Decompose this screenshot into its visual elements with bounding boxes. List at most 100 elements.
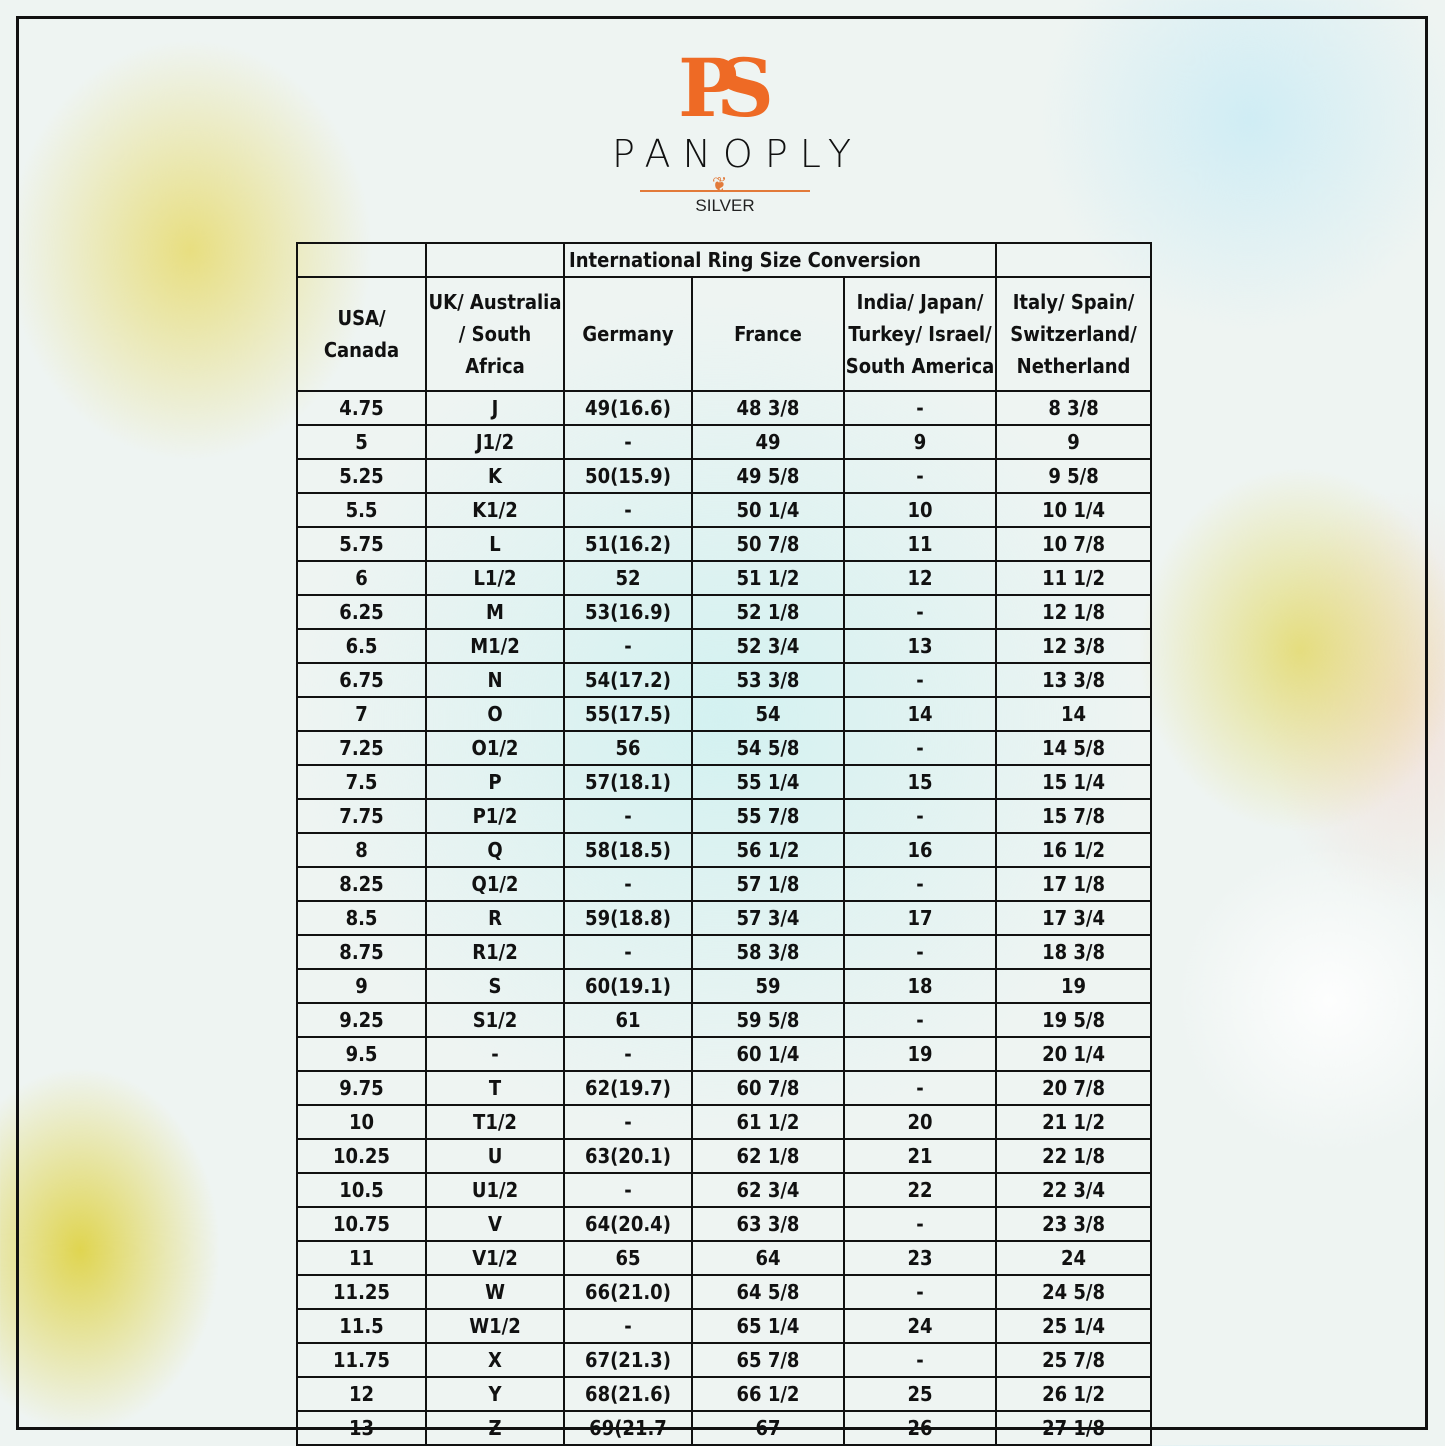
vine-ornament-icon: ❦ xyxy=(600,172,850,198)
column-header: France xyxy=(691,276,845,392)
table-cell: 8 3/8 xyxy=(995,390,1153,426)
table-cell: J1/2 xyxy=(425,424,565,460)
table-cell: 6.75 xyxy=(296,662,427,698)
table-cell: 10.5 xyxy=(296,1172,427,1208)
table-cell: Z xyxy=(425,1410,565,1446)
table-cell: 61 1/2 xyxy=(691,1104,845,1140)
table-cell: 65 xyxy=(563,1240,693,1276)
table-cell: - xyxy=(563,1104,693,1140)
table-cell: - xyxy=(842,458,998,494)
table-cell: V1/2 xyxy=(425,1240,565,1276)
table-cell: R1/2 xyxy=(425,934,565,970)
table-cell: U xyxy=(425,1138,565,1174)
table-cell: 18 3/8 xyxy=(995,934,1153,970)
table-cell: 10.25 xyxy=(296,1138,427,1174)
table-cell: 55 1/4 xyxy=(691,764,845,800)
table-cell: - xyxy=(425,1036,565,1072)
table-cell: 62 1/8 xyxy=(691,1138,845,1174)
table-cell: 49 xyxy=(691,424,845,460)
column-header: Germany xyxy=(563,276,693,392)
table-cell: 11.75 xyxy=(296,1342,427,1378)
table-cell: 67 xyxy=(691,1410,845,1446)
table-cell: - xyxy=(842,1206,998,1242)
table-cell: - xyxy=(563,1308,693,1344)
column-header: UK/ Australia / South Africa xyxy=(425,276,565,392)
table-cell: 25 7/8 xyxy=(995,1342,1153,1378)
table-cell: 49 5/8 xyxy=(691,458,845,494)
table-cell: - xyxy=(563,424,693,460)
table-cell: 16 1/2 xyxy=(995,832,1153,868)
table-cell: 60 7/8 xyxy=(691,1070,845,1106)
table-cell: 5.5 xyxy=(296,492,427,528)
ring-size-table: International Ring Size Conversion USA/ … xyxy=(296,242,1153,1446)
table-cell: M1/2 xyxy=(425,628,565,664)
table-cell: - xyxy=(563,1172,693,1208)
table-row: 10.25 U 63(20.1) 62 1/8 21 22 1/8 xyxy=(296,1138,1153,1174)
table-cell: 58 3/8 xyxy=(691,934,845,970)
column-header: USA/ Canada xyxy=(296,276,427,392)
table-cell: 65 1/4 xyxy=(691,1308,845,1344)
table-row: 10.5 U1/2-62 3/4 22 22 3/4 xyxy=(296,1172,1153,1208)
table-cell: 15 1/4 xyxy=(995,764,1153,800)
table-row: 7 O 55(17.5) 54 14 14 xyxy=(296,696,1153,732)
logo-brand-name: PANOPLY xyxy=(612,132,864,176)
table-cell: 8.75 xyxy=(296,934,427,970)
table-cell: 7 xyxy=(296,696,427,732)
table-cell: L1/2 xyxy=(425,560,565,596)
table-cell: 10.75 xyxy=(296,1206,427,1242)
table-row: 9.25 S1/2 61 59 5/8-19 5/8 xyxy=(296,1002,1153,1038)
table-cell: 50 7/8 xyxy=(691,526,845,562)
table-cell: Q1/2 xyxy=(425,866,565,902)
table-cell: 58(18.5) xyxy=(563,832,693,868)
table-row: 10.75 V 64(20.4) 63 3/8-23 3/8 xyxy=(296,1206,1153,1242)
table-cell: J xyxy=(425,390,565,426)
table-cell: 24 xyxy=(995,1240,1153,1276)
table-cell: 17 1/8 xyxy=(995,866,1153,902)
table-cell: 11 1/2 xyxy=(995,560,1153,596)
table-cell: 4.75 xyxy=(296,390,427,426)
table-cell: 63(20.1) xyxy=(563,1138,693,1174)
table-row: 8 Q 58(18.5) 56 1/2 16 16 1/2 xyxy=(296,832,1153,868)
table-cell: 24 xyxy=(842,1308,998,1344)
table-row: 7.25 O1/2 56 54 5/8-14 5/8 xyxy=(296,730,1153,766)
table-cell: 23 3/8 xyxy=(995,1206,1153,1242)
table-cell: 10 1/4 xyxy=(995,492,1153,528)
table-cell: 5.75 xyxy=(296,526,427,562)
table-cell: 50 1/4 xyxy=(691,492,845,528)
table-row: 11.5 W1/2-65 1/4 24 25 1/4 xyxy=(296,1308,1153,1344)
table-cell: 16 xyxy=(842,832,998,868)
table-row: 10 T1/2-61 1/2 20 21 1/2 xyxy=(296,1104,1153,1140)
table-cell: 14 xyxy=(995,696,1153,732)
table-row: 8.25 Q1/2-57 1/8-17 1/8 xyxy=(296,866,1153,902)
table-cell: O1/2 xyxy=(425,730,565,766)
table-cell: 9.25 xyxy=(296,1002,427,1038)
table-cell: 68(21.6) xyxy=(563,1376,693,1412)
table-cell: 17 xyxy=(842,900,998,936)
table-cell: U1/2 xyxy=(425,1172,565,1208)
column-header: Italy/ Spain/ Switzerland/ Netherland xyxy=(995,276,1153,392)
table-cell: 62(19.7) xyxy=(563,1070,693,1106)
table-cell: 54 xyxy=(691,696,845,732)
table-cell: W xyxy=(425,1274,565,1310)
table-cell: P1/2 xyxy=(425,798,565,834)
table-cell: 18 xyxy=(842,968,998,1004)
table-cell: 27 1/8 xyxy=(995,1410,1153,1446)
table-cell: 66 1/2 xyxy=(691,1376,845,1412)
table-cell: K1/2 xyxy=(425,492,565,528)
table-cell: 13 xyxy=(842,628,998,664)
table-cell: V xyxy=(425,1206,565,1242)
table-cell: 59(18.8) xyxy=(563,900,693,936)
table-cell: 62 3/4 xyxy=(691,1172,845,1208)
table-row: 6.75 N 54(17.2) 53 3/8-13 3/8 xyxy=(296,662,1153,698)
table-cell: 14 5/8 xyxy=(995,730,1153,766)
table-cell: 49(16.6) xyxy=(563,390,693,426)
table-cell: 11 xyxy=(842,526,998,562)
table-cell: L xyxy=(425,526,565,562)
table-cell: 12 xyxy=(296,1376,427,1412)
table-row: 7.5 P 57(18.1) 55 1/4 15 15 1/4 xyxy=(296,764,1153,800)
table-cell: 6.25 xyxy=(296,594,427,630)
table-cell: R xyxy=(425,900,565,936)
table-row: 6.25 M 53(16.9) 52 1/8-12 1/8 xyxy=(296,594,1153,630)
table-cell: - xyxy=(842,1342,998,1378)
table-cell: S xyxy=(425,968,565,1004)
